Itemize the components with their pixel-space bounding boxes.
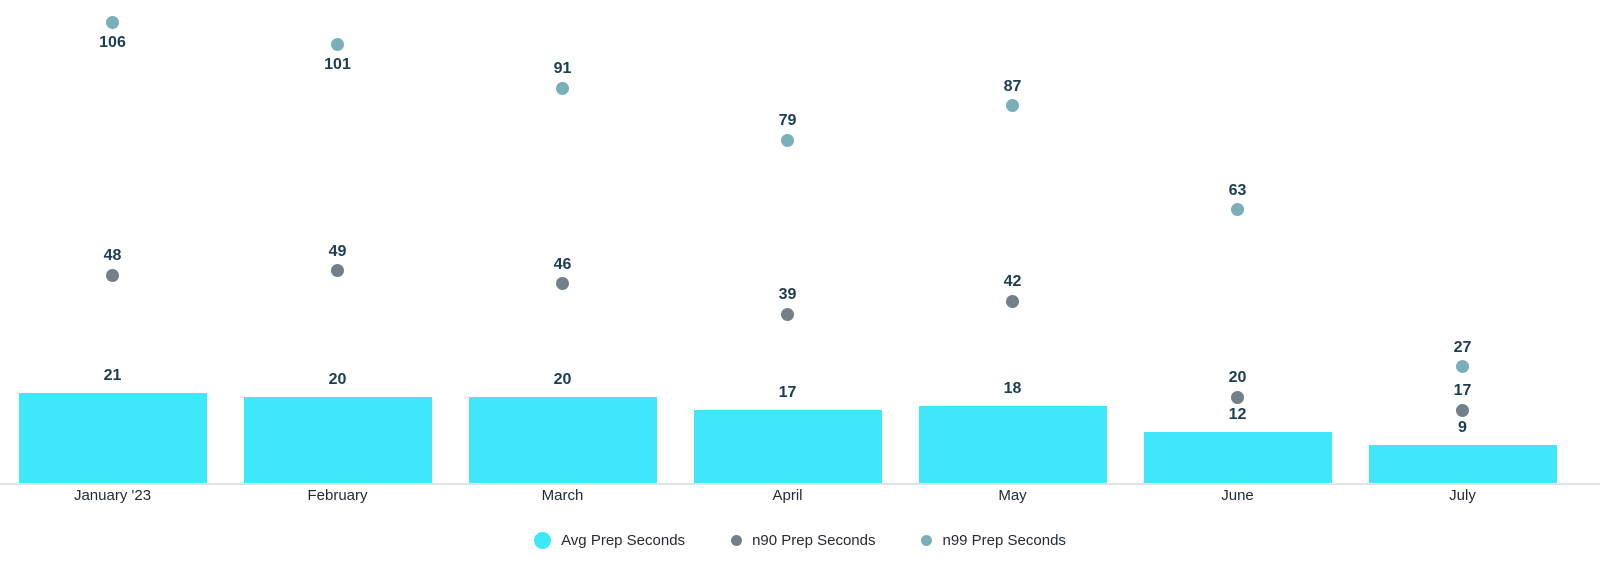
legend: Avg Prep Seconds n90 Prep Seconds n99 Pr… (0, 532, 1600, 549)
point-n99-prep-seconds[interactable] (1456, 360, 1469, 374)
point-value-label: 17 (1453, 382, 1472, 400)
point-value-label: 42 (1003, 273, 1022, 291)
x-axis-label: May (998, 487, 1027, 504)
point-n99-prep-seconds[interactable] (331, 38, 344, 52)
bar-avg-prep-seconds[interactable] (243, 397, 432, 484)
point-value-label: 49 (328, 242, 347, 260)
bar-value-label: 17 (778, 384, 797, 402)
legend-item-n99-prep-seconds[interactable]: n99 Prep Seconds (921, 532, 1066, 549)
point-value-label: 91 (553, 60, 572, 78)
bar-value-label: 21 (103, 366, 122, 384)
bar-avg-prep-seconds[interactable] (918, 405, 1107, 484)
legend-label-avg-prep-seconds: Avg Prep Seconds (561, 532, 686, 549)
point-value-label: 101 (324, 55, 351, 73)
n99-prep-seconds-legend-marker-icon (921, 535, 933, 546)
point-n90-prep-seconds[interactable] (1006, 294, 1019, 308)
legend-item-n90-prep-seconds[interactable]: n90 Prep Seconds (731, 532, 875, 549)
bar-value-label: 12 (1228, 405, 1247, 423)
legend-label-n90-prep-seconds: n90 Prep Seconds (752, 532, 876, 549)
legend-label-n99-prep-seconds: n99 Prep Seconds (942, 532, 1066, 549)
point-value-label: 87 (1003, 77, 1022, 95)
point-value-label: 46 (553, 255, 572, 273)
point-n90-prep-seconds[interactable] (106, 268, 119, 282)
x-axis-label: June (1221, 487, 1254, 504)
legend-item-avg-prep-seconds[interactable]: Avg Prep Seconds (534, 532, 685, 549)
point-n90-prep-seconds[interactable] (556, 277, 569, 291)
x-axis-label: July (1449, 487, 1476, 504)
x-axis-label: February (307, 487, 368, 504)
point-n99-prep-seconds[interactable] (781, 133, 794, 147)
point-value-label: 48 (103, 247, 122, 265)
point-value-label: 106 (99, 33, 126, 51)
point-n90-prep-seconds[interactable] (331, 264, 344, 278)
point-n99-prep-seconds[interactable] (1006, 99, 1019, 113)
bar-value-label: 18 (1003, 379, 1022, 397)
point-n99-prep-seconds[interactable] (1231, 203, 1244, 217)
avg-prep-seconds-legend-marker-icon (534, 532, 552, 549)
x-axis-label: April (772, 487, 803, 504)
bar-avg-prep-seconds[interactable] (468, 397, 657, 484)
bar-value-label: 9 (1458, 418, 1467, 436)
point-value-label: 20 (1228, 369, 1247, 386)
x-axis-line (0, 483, 1600, 485)
bar-avg-prep-seconds[interactable] (18, 392, 207, 484)
point-n90-prep-seconds[interactable] (1456, 403, 1469, 417)
point-value-label: 79 (778, 112, 797, 130)
x-axis-label: March (541, 487, 584, 504)
point-n99-prep-seconds[interactable] (556, 81, 569, 95)
point-n90-prep-seconds[interactable] (1231, 390, 1244, 404)
point-n90-prep-seconds[interactable] (781, 307, 794, 321)
bar-avg-prep-seconds[interactable] (1143, 431, 1332, 484)
bar-avg-prep-seconds[interactable] (1368, 444, 1557, 484)
point-value-label: 63 (1228, 181, 1247, 199)
n90-prep-seconds-legend-marker-icon (731, 535, 743, 546)
bar-avg-prep-seconds[interactable] (693, 410, 882, 484)
x-axis-label: January '23 (73, 487, 152, 504)
bar-value-label: 20 (553, 371, 572, 388)
point-value-label: 27 (1453, 338, 1472, 356)
bar-value-label: 20 (328, 371, 347, 388)
point-value-label: 39 (778, 286, 797, 304)
point-n99-prep-seconds[interactable] (106, 16, 119, 30)
